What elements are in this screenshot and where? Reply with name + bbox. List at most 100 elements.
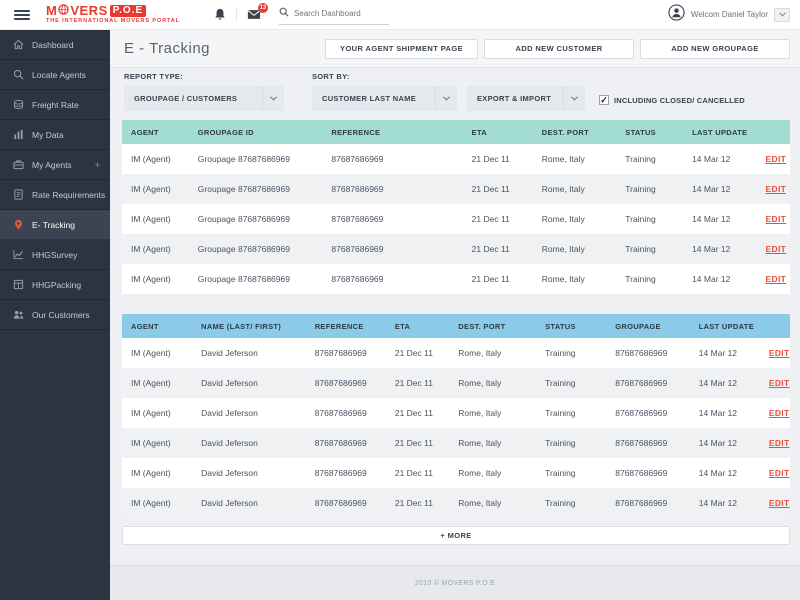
cell-dest-port: Rome, Italy [458, 348, 502, 358]
sidebar-item-freight-rate[interactable]: Freight Rate [0, 90, 110, 120]
edit-link[interactable]: EDIT [768, 378, 790, 388]
search-bar [278, 4, 389, 25]
chevron-down-icon [262, 86, 284, 111]
sidebar-item-dashboard[interactable]: Dashboard [0, 30, 110, 60]
cell-dest-port: Rome, Italy [458, 408, 502, 418]
table-row: IM (Agent) Groupage 87687686969 87687686… [122, 174, 790, 204]
cell-dest-port: Rome, Italy [541, 184, 585, 194]
brand-logo[interactable]: M VERS P.O.E THE INTERNATIONAL MOVERS PO… [46, 4, 180, 25]
cell-groupage: 87687686969 [615, 468, 668, 478]
messages-count-badge: 13 [257, 3, 268, 13]
sort-export-import-dropdown[interactable]: EXPORT & IMPORT [467, 86, 585, 111]
add-new-customer-button[interactable]: ADD NEW CUSTOMER [484, 38, 634, 59]
sidebar-item-locate-agents[interactable]: Locate Agents [0, 60, 110, 90]
your-agent-shipment-page-button[interactable]: YOUR AGENT SHIPMENT PAGE [325, 38, 478, 59]
cell-name: David Jeferson [201, 378, 258, 388]
edit-link[interactable]: EDIT [768, 468, 790, 478]
cell-dest-port: Rome, Italy [458, 498, 502, 508]
sidebar-item-my-agents[interactable]: My Agents + [0, 150, 110, 180]
cell-agent: IM (Agent) [131, 348, 171, 358]
sort-customer-last-name-dropdown[interactable]: CUSTOMER LAST NAME [312, 86, 457, 111]
cell-name: David Jeferson [201, 498, 258, 508]
cell-eta: 21 Dec 11 [471, 244, 510, 254]
edit-link[interactable]: EDIT [768, 498, 790, 508]
cell-agent: IM (Agent) [131, 468, 171, 478]
column-header: NAME (LAST/ FIRST) [201, 321, 282, 331]
report-type-label: REPORT TYPE: [124, 72, 184, 81]
edit-link[interactable]: EDIT [765, 184, 787, 194]
user-menu: Welcom Daniel Taylor [668, 3, 790, 26]
cell-eta: 21 Dec 11 [394, 378, 433, 388]
column-header: LAST UPDATE [692, 127, 748, 137]
column-header: LAST UPDATE [698, 321, 754, 331]
cell-eta: 21 Dec 11 [394, 348, 433, 358]
cell-groupage: 87687686969 [615, 378, 668, 388]
main-content: E - Tracking YOUR AGENT SHIPMENT PAGE AD… [110, 30, 800, 600]
cell-groupage-id: Groupage 87687686969 [197, 184, 290, 194]
column-header: GROUPAGE ID [197, 127, 254, 137]
cell-agent: IM (Agent) [131, 498, 171, 508]
messages-icon[interactable]: 13 [247, 3, 268, 20]
table-row: IM (Agent) David Jeferson 87687686969 21… [122, 398, 790, 428]
cell-groupage-id: Groupage 87687686969 [197, 244, 290, 254]
page-header: E - Tracking YOUR AGENT SHIPMENT PAGE AD… [110, 30, 800, 68]
load-more-button[interactable]: + MORE [122, 526, 790, 545]
sidebar-item-our-customers[interactable]: Our Customers [0, 300, 110, 330]
sidebar-item-hhgpacking[interactable]: HHGPacking [0, 270, 110, 300]
sidebar-item-my-data[interactable]: My Data [0, 120, 110, 150]
logo-poe-box: P.O.E [109, 4, 147, 17]
user-dropdown-button[interactable] [774, 7, 790, 22]
add-new-groupage-button[interactable]: ADD NEW GROUPAGE [640, 38, 790, 59]
edit-link[interactable]: EDIT [765, 214, 787, 224]
cell-agent: IM (Agent) [131, 184, 171, 194]
search-input[interactable] [293, 8, 384, 18]
cell-status: Training [625, 274, 656, 284]
sidebar: Dashboard Locate Agents Freight Rate My … [0, 30, 110, 600]
cell-dest-port: Rome, Italy [541, 274, 585, 284]
cell-reference: 87687686969 [314, 438, 367, 448]
report-type-dropdown[interactable]: GROUPAGE / CUSTOMERS [124, 86, 284, 111]
edit-link[interactable]: EDIT [765, 244, 787, 254]
cell-groupage-id: Groupage 87687686969 [197, 214, 290, 224]
cell-eta: 21 Dec 11 [471, 274, 510, 284]
chevron-down-icon [435, 86, 457, 111]
cell-eta: 21 Dec 11 [394, 498, 433, 508]
edit-link[interactable]: EDIT [765, 154, 787, 164]
notifications-bell-icon[interactable] [214, 8, 226, 21]
expand-plus-icon[interactable]: + [94, 159, 100, 170]
cell-groupage: 87687686969 [615, 408, 668, 418]
cell-status: Training [625, 214, 656, 224]
cell-last-update: 14 Mar 12 [692, 274, 731, 284]
cell-reference: 87687686969 [314, 378, 367, 388]
including-closed-cancelled-checkbox[interactable]: ✓ INCLUDING CLOSED/ CANCELLED [599, 95, 745, 105]
edit-link[interactable]: EDIT [768, 438, 790, 448]
column-header: DEST. PORT [458, 321, 506, 331]
cell-dest-port: Rome, Italy [458, 468, 502, 478]
cell-last-update: 14 Mar 12 [698, 468, 738, 478]
customer-table: AGENT NAME (LAST/ FIRST) REFERENCE ETA D… [122, 314, 790, 518]
bar-chart-icon [13, 129, 24, 140]
cell-groupage-id: Groupage 87687686969 [197, 154, 290, 164]
sidebar-item-e-tracking[interactable]: E- Tracking [0, 210, 110, 240]
edit-link[interactable]: EDIT [765, 274, 787, 284]
column-header: STATUS [625, 127, 656, 137]
sidebar-item-rate-requirements[interactable]: Rate Requirements [0, 180, 110, 210]
cell-agent: IM (Agent) [131, 438, 171, 448]
column-header: REFERENCE [331, 127, 381, 137]
map-pin-icon [13, 219, 24, 230]
customer-table-header-row: AGENT NAME (LAST/ FIRST) REFERENCE ETA D… [122, 314, 790, 338]
checkbox-label: INCLUDING CLOSED/ CANCELLED [614, 95, 745, 105]
table-row: IM (Agent) David Jeferson 87687686969 21… [122, 428, 790, 458]
cell-agent: IM (Agent) [131, 244, 171, 254]
edit-link[interactable]: EDIT [768, 408, 790, 418]
sidebar-item-hhgsurvey[interactable]: HHGSurvey [0, 240, 110, 270]
globe-icon [58, 4, 70, 17]
package-icon [13, 279, 24, 290]
cell-groupage-id: Groupage 87687686969 [197, 274, 290, 284]
groupage-table: AGENT GROUPAGE ID REFERENCE ETA DEST. PO… [122, 120, 790, 294]
menu-toggle-icon[interactable] [14, 8, 30, 22]
edit-link[interactable]: EDIT [768, 348, 790, 358]
cell-status: Training [545, 408, 576, 418]
cell-last-update: 14 Mar 12 [698, 348, 738, 358]
